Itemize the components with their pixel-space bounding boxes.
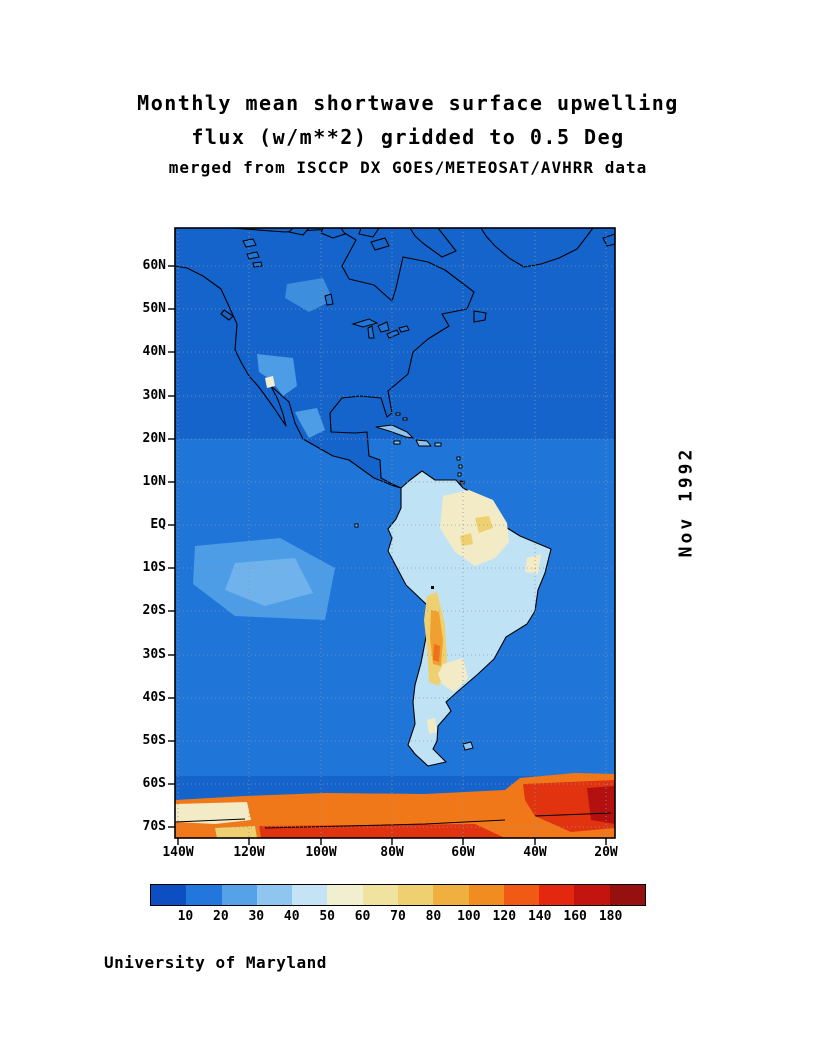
lat-tick-label: 50S: [142, 733, 166, 748]
sonora-desert-patch: [265, 376, 275, 388]
lat-tick-label: 30S: [142, 647, 166, 662]
lat-tick-label: 10N: [142, 474, 166, 489]
colorbar-tick-label: 140: [527, 909, 552, 924]
lon-tick-label: 100W: [305, 845, 337, 860]
lon-tick-label: 20W: [594, 845, 618, 860]
title-line-2: flux (w/m**2) gridded to 0.5 Deg: [191, 125, 625, 149]
lake-titicaca: [431, 586, 434, 589]
figure-title-block: Monthly mean shortwave surface upwelling…: [0, 86, 816, 177]
colorbar-segment: [574, 885, 610, 905]
lat-tick-label: 20S: [142, 603, 166, 618]
lat-tick-label: 20N: [142, 431, 166, 446]
hispaniola-island: [415, 439, 432, 447]
arctic-islands: [220, 227, 616, 323]
colorbar-tick-label: 60: [354, 909, 371, 924]
lat-tick-label: 30N: [142, 388, 166, 403]
newfoundland-island: [473, 310, 487, 323]
colorbar-labels: 10 20 30 40 50 60 70 80 100 120 140 160 180: [150, 909, 646, 927]
colorbar-tick-label: 120: [492, 909, 517, 924]
colorbar-tick-label: 100: [457, 909, 481, 924]
graticule-grid: [175, 228, 615, 838]
title-line-3: merged from ISCCP DX GOES/METEOSAT/AVHRR…: [168, 158, 648, 177]
falkland-islands: [462, 741, 474, 751]
canada-plains-patch: [285, 278, 333, 312]
brazil-yellow-patch: [475, 516, 493, 533]
credit-label: University of Maryland: [104, 953, 327, 972]
lon-tick-label: 140W: [162, 845, 194, 860]
lat-tick-label: EQ: [150, 517, 166, 532]
colorbar-segment: [186, 885, 222, 905]
colorbar-segment: [468, 885, 504, 905]
andes-orange-band: [430, 610, 443, 666]
colorbar-segment: [503, 885, 540, 905]
colorbar-tick-label: 80: [425, 909, 442, 924]
patagonia-cream-patch: [427, 718, 437, 734]
andes-deep-orange-spot: [433, 644, 440, 662]
lon-tick-label: 60W: [451, 845, 475, 860]
antarctic-flux-band: [174, 773, 615, 838]
trinidad-island: [459, 481, 465, 485]
colorbar-segment: [609, 885, 645, 905]
colorbar-segment: [362, 885, 398, 905]
colorbar-tick-label: 70: [390, 909, 406, 924]
lon-tick-label: 40W: [523, 845, 547, 860]
colorbar-segment: [151, 885, 187, 905]
colorbar-segment: [221, 885, 257, 905]
lat-tick-label: 10S: [142, 560, 166, 575]
date-label: Nov 1992: [675, 446, 697, 558]
colorbar-segment: [292, 885, 328, 905]
lat-tick-label: 60S: [142, 776, 166, 791]
caribbean-islands: [375, 412, 465, 484]
title-line-1: Monthly mean shortwave surface upwelling: [137, 91, 679, 115]
axis-ticks: [168, 265, 607, 845]
lat-tick-label: 40N: [142, 344, 166, 359]
colorbar-segment: [256, 885, 293, 905]
colorbar-segment: [327, 885, 363, 905]
greenland-landmass: [480, 227, 594, 268]
colorbar-tick-label: 20: [213, 909, 229, 924]
lat-tick-label: 60N: [142, 258, 166, 273]
argentina-cream-patch: [438, 658, 468, 692]
vancouver-island: [220, 309, 234, 321]
colorbar-segment: [397, 885, 434, 905]
colorbar-tick-label: 180: [598, 909, 623, 924]
lat-tick-label: 70S: [142, 819, 166, 834]
galapagos-islands: [354, 523, 359, 528]
southwest-us-patch: [257, 354, 297, 396]
colorbar-segment: [539, 885, 575, 905]
lakes: [242, 238, 410, 339]
map-canvas: [168, 227, 616, 845]
antarctic-coastline: [174, 812, 612, 829]
lon-tick-label: 80W: [380, 845, 404, 860]
colorbar-tick-label: 50: [319, 909, 335, 924]
colorbar-tick-label: 160: [563, 909, 587, 924]
colorbar-tick-label: 40: [283, 909, 300, 924]
south-america-landmass: [387, 470, 552, 767]
ocean-stratus-patch-inner: [225, 558, 313, 606]
south-islands: [354, 481, 474, 751]
lon-tick-label: 120W: [233, 845, 265, 860]
east-brazil-cream-patch: [525, 554, 541, 574]
mexico-highlands-patch: [295, 408, 325, 438]
amazon-cream-patch: [440, 490, 509, 566]
map-frame: [174, 227, 616, 839]
north-america-landmass: [174, 227, 475, 489]
colorbar-tick-label: 10: [177, 909, 194, 924]
colorbar-segment: [433, 885, 469, 905]
colorbar: [150, 884, 646, 906]
lat-tick-label: 40S: [142, 690, 166, 705]
colorbar-tick-label: 30: [248, 909, 265, 924]
lat-tick-label: 50N: [142, 301, 166, 316]
